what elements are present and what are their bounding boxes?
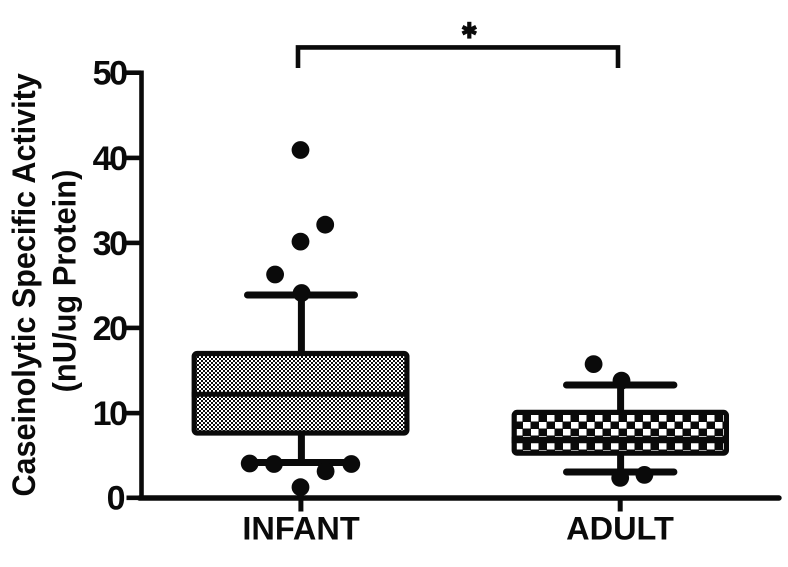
svg-text:(nU/ug Protein): (nU/ug Protein) [46, 170, 83, 393]
svg-text:10: 10 [93, 395, 127, 433]
svg-text:Caseinolytic Specific Activity: Caseinolytic Specific Activity [5, 73, 42, 497]
svg-text:ADULT: ADULT [566, 511, 674, 547]
svg-text:20: 20 [93, 310, 127, 348]
svg-text:40: 40 [93, 140, 127, 178]
svg-text:50: 50 [93, 55, 127, 93]
svg-text:0: 0 [107, 480, 126, 518]
svg-text:30: 30 [93, 225, 127, 263]
svg-text:INFANT: INFANT [242, 511, 360, 547]
